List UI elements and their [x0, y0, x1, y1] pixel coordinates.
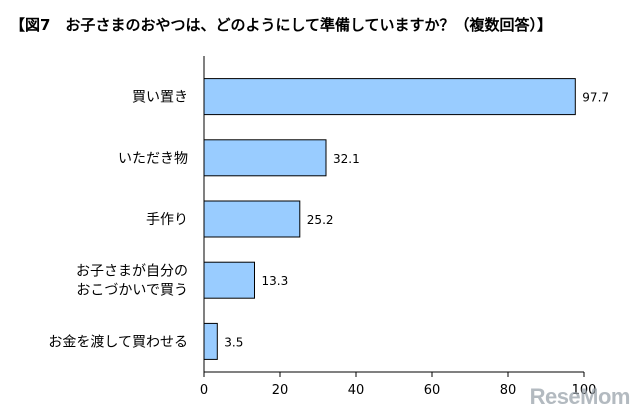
value-label-2: 32.1	[333, 152, 360, 166]
x-tick-label-60: 60	[424, 383, 441, 398]
category-label-4-line-1: お子さまが自分の	[76, 264, 188, 280]
bar-4	[203, 261, 255, 299]
value-label-4: 13.3	[262, 274, 289, 288]
bar-3	[203, 200, 301, 238]
x-tick-label-20: 20	[272, 383, 289, 398]
bar-2	[203, 139, 327, 177]
value-label-3: 25.2	[307, 213, 334, 227]
x-tick-label-40: 40	[348, 383, 365, 398]
bar-5	[203, 322, 218, 360]
category-label-4-line-2: おこづかいで買う	[76, 283, 188, 299]
category-label-2: いただき物	[118, 151, 188, 167]
bar-1	[203, 78, 576, 116]
x-tick-label-80: 80	[500, 383, 517, 398]
value-label-1: 97.7	[582, 91, 609, 105]
category-label-5: お金を渡して買わせる	[48, 334, 188, 350]
category-label-3: 手作り	[146, 212, 188, 228]
value-label-5: 3.5	[224, 335, 243, 349]
category-label-1: 買い置き	[132, 90, 188, 106]
resemom-watermark: ReseMom	[529, 384, 631, 409]
chart-title: 【図7 お子さまのおやつは、どのようにして準備していますか？（複数回答）】	[10, 16, 553, 34]
x-tick-label-0: 0	[200, 383, 208, 398]
x-tick-label-100: 100	[572, 383, 597, 398]
